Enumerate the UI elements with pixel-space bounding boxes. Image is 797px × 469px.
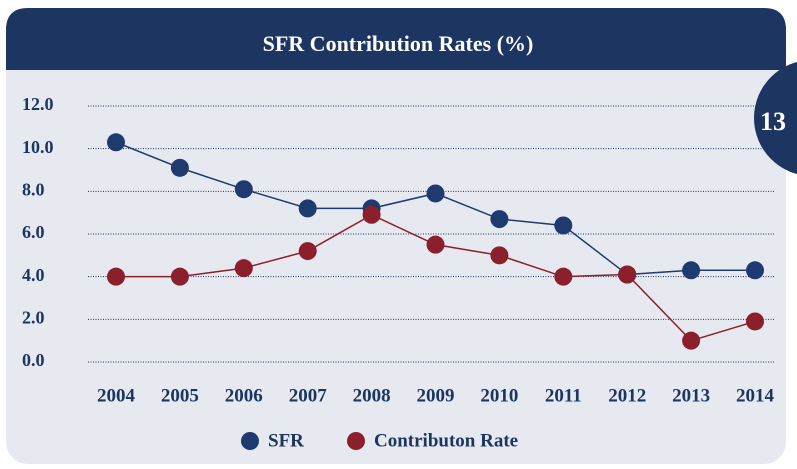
legend-marker [347,432,365,450]
point [234,180,253,199]
point [682,331,701,350]
point [362,205,381,224]
x-tick-label: 2013 [672,385,710,406]
x-tick-label: 2005 [161,385,199,406]
point [298,199,317,218]
point [554,267,573,286]
x-tick-label: 2012 [608,385,646,406]
legend-marker [241,432,259,450]
point [490,246,509,265]
point [107,267,125,286]
point [426,235,445,254]
point [170,158,189,177]
y-tick-label: 8.0 [22,179,45,199]
x-tick-label: 2011 [545,385,582,406]
x-tick-label: 2014 [736,385,775,406]
panel [6,8,786,464]
y-tick-label: 6.0 [22,222,45,242]
point [554,216,573,235]
x-tick-label: 2006 [225,385,263,406]
point [746,312,764,331]
point [426,184,445,203]
legend-label: Contributon Rate [374,430,518,451]
x-tick-label: 2010 [480,385,518,406]
x-tick-label: 2008 [353,385,391,406]
x-tick-label: 2009 [417,385,455,406]
x-tick-label: 2004 [97,385,136,406]
y-tick-label: 12.0 [22,94,54,114]
header-band [6,8,786,70]
point [170,267,189,286]
legend-label: SFR [268,430,304,451]
y-tick-label: 2.0 [22,307,45,327]
y-tick-label: 0.0 [22,350,45,370]
point [107,133,125,152]
slide-number: 13 [760,107,786,136]
page-badge [754,61,797,175]
chart-title: SFR Contribution Rates (%) [263,31,534,56]
point [298,242,317,261]
x-tick-label: 2007 [289,385,328,406]
y-tick-label: 10.0 [22,137,54,157]
point [618,265,637,284]
point [234,259,253,278]
point [682,261,701,280]
y-tick-label: 4.0 [22,265,45,285]
point [490,210,509,229]
point [746,261,764,280]
